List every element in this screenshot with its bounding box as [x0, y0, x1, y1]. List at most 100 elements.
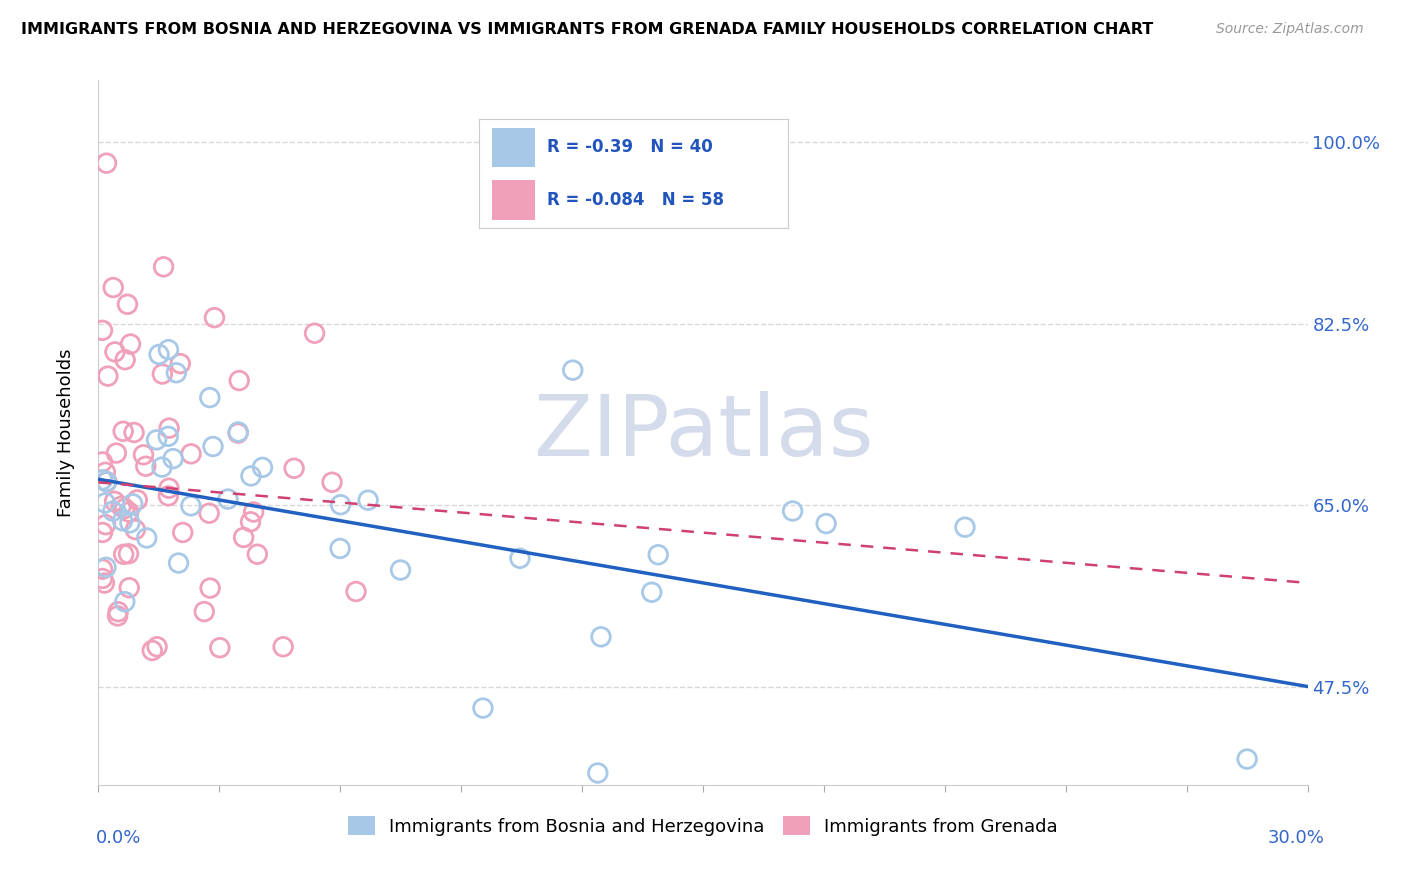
Y-axis label: Family Households: Family Households — [56, 349, 75, 516]
Point — [169, 357, 191, 371]
Point — [283, 461, 305, 475]
Point — [93, 576, 115, 591]
Point — [114, 352, 136, 367]
Text: Source: ZipAtlas.com: Source: ZipAtlas.com — [1216, 22, 1364, 37]
Point — [105, 446, 128, 460]
Point — [91, 525, 114, 540]
Point — [589, 630, 612, 644]
Point — [180, 499, 202, 513]
Legend: Immigrants from Bosnia and Herzegovina, Immigrants from Grenada: Immigrants from Bosnia and Herzegovina, … — [340, 809, 1066, 843]
Point — [509, 551, 531, 566]
Point — [641, 585, 664, 599]
Point — [165, 366, 187, 380]
Point — [1236, 752, 1258, 766]
Point — [198, 391, 221, 405]
Point — [329, 541, 352, 556]
Point — [120, 337, 142, 351]
Point — [94, 517, 117, 532]
Point — [246, 547, 269, 561]
Point — [101, 504, 124, 518]
Point — [112, 424, 135, 438]
Point — [157, 429, 180, 443]
Point — [232, 531, 254, 545]
Point — [91, 562, 114, 576]
Point — [157, 481, 180, 495]
Point — [94, 560, 117, 574]
Point — [96, 156, 118, 170]
Point — [252, 460, 274, 475]
Point — [162, 451, 184, 466]
Point — [242, 505, 264, 519]
Text: 0.0%: 0.0% — [96, 829, 141, 847]
Point — [357, 493, 380, 508]
Point — [217, 492, 239, 507]
Point — [647, 548, 669, 562]
Point — [201, 440, 224, 454]
Point — [157, 421, 180, 435]
Point — [815, 516, 838, 531]
Point — [782, 504, 804, 518]
Point — [118, 505, 141, 519]
Point — [152, 260, 174, 274]
Point — [118, 516, 141, 530]
Point — [94, 496, 117, 510]
Point — [103, 494, 125, 508]
Point — [389, 563, 412, 577]
Point — [97, 369, 120, 384]
Text: 30.0%: 30.0% — [1268, 829, 1324, 847]
Point — [239, 515, 262, 529]
Point — [103, 280, 125, 294]
Point — [193, 605, 215, 619]
Point — [204, 310, 226, 325]
Point — [110, 500, 132, 514]
Point — [271, 640, 294, 654]
Point — [114, 595, 136, 609]
Point — [344, 584, 367, 599]
Point — [132, 448, 155, 462]
Point — [304, 326, 326, 341]
Point — [141, 643, 163, 657]
Point — [329, 498, 352, 512]
Point — [198, 581, 221, 595]
Point — [953, 520, 976, 534]
Point — [198, 506, 221, 520]
Text: ZIPatlas: ZIPatlas — [533, 391, 873, 475]
Text: IMMIGRANTS FROM BOSNIA AND HERZEGOVINA VS IMMIGRANTS FROM GRENADA FAMILY HOUSEHO: IMMIGRANTS FROM BOSNIA AND HERZEGOVINA V… — [21, 22, 1153, 37]
Point — [228, 374, 250, 388]
Point — [91, 455, 114, 469]
Point — [226, 425, 249, 439]
Point — [111, 514, 134, 528]
Point — [94, 465, 117, 479]
Point — [121, 497, 143, 511]
Point — [104, 345, 127, 359]
Point — [107, 605, 129, 619]
Point — [117, 547, 139, 561]
Point — [135, 459, 157, 474]
Point — [146, 640, 169, 654]
Point — [150, 367, 173, 381]
Point — [239, 469, 262, 483]
Point — [180, 447, 202, 461]
Point — [124, 523, 146, 537]
Point — [172, 525, 194, 540]
Point — [114, 501, 136, 516]
Point — [226, 426, 249, 441]
Point — [145, 433, 167, 447]
Point — [118, 581, 141, 595]
Point — [91, 323, 114, 337]
Point — [321, 475, 343, 490]
Point — [135, 531, 157, 545]
Point — [107, 608, 129, 623]
Point — [150, 460, 173, 475]
Point — [91, 473, 114, 487]
Point — [586, 766, 609, 780]
Point — [167, 556, 190, 570]
Point — [91, 572, 114, 586]
Point — [157, 489, 180, 503]
Point — [127, 492, 149, 507]
Point — [122, 425, 145, 440]
Point — [561, 363, 583, 377]
Point — [117, 297, 139, 311]
Point — [96, 475, 118, 489]
Point — [148, 347, 170, 361]
